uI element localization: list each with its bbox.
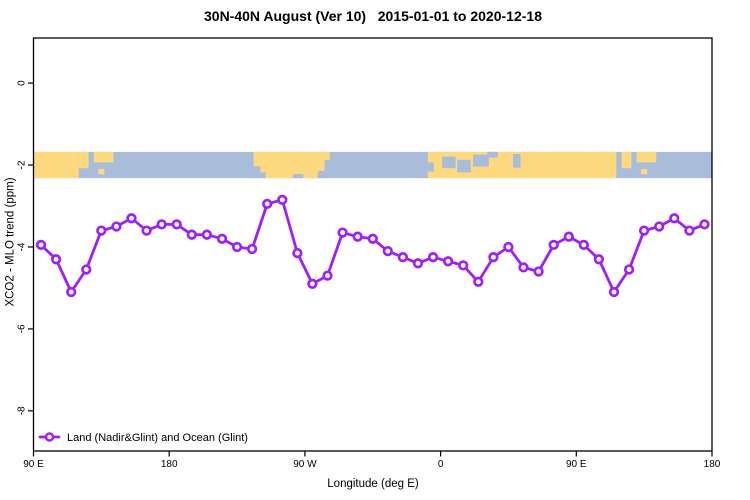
map-band-land [427, 151, 617, 179]
data-point [638, 225, 650, 236]
data-point [96, 225, 107, 236]
map-band-land [641, 168, 648, 175]
data-point [397, 252, 409, 263]
data-point [593, 254, 605, 265]
data-point [442, 256, 454, 267]
data-point [50, 254, 62, 265]
y-tick-label: -6 [17, 324, 28, 333]
data-point [126, 213, 137, 224]
data-point [367, 233, 378, 244]
data-point [186, 229, 197, 240]
data-point [669, 213, 680, 224]
data-point [623, 264, 635, 275]
map-band-land [324, 151, 330, 160]
map-band-ocean-patch [253, 166, 261, 179]
y-tick-label: -4 [17, 242, 28, 251]
data-point [35, 239, 47, 251]
map-band-land [78, 151, 89, 169]
map-band-ocean-patch [427, 162, 434, 172]
map-band-ocean-patch [512, 154, 521, 168]
data-point [322, 270, 333, 281]
data-point [307, 278, 318, 289]
data-point [141, 225, 152, 236]
legend: Land (Nadir&Glint) and Ocean (Glint) [38, 432, 248, 444]
map-band-ocean-patch [292, 174, 304, 179]
map-band-ocean-patch [317, 170, 325, 179]
data-point [699, 219, 710, 230]
map-band-ocean-patch [442, 156, 456, 169]
data-point [156, 219, 167, 230]
data-point [518, 262, 529, 273]
data-point [578, 239, 589, 251]
data-point [231, 241, 243, 253]
map-band-land [98, 168, 105, 175]
data-point [473, 276, 484, 287]
trend-line [39, 198, 706, 294]
data-point [488, 252, 499, 263]
legend-marker-icon [44, 432, 55, 442]
map-band-land [621, 151, 632, 169]
map-band-ocean-patch [260, 172, 266, 179]
data-point [684, 225, 695, 236]
data-point [292, 247, 303, 259]
x-tick-label: 180 [704, 459, 721, 470]
data-point [201, 229, 213, 240]
x-tick-label: 90 E [566, 459, 587, 470]
data-point [548, 239, 559, 251]
data-point [111, 221, 122, 232]
map-band-land [93, 151, 114, 163]
y-axis-title: XCO2 - MLO trend (ppm) [5, 177, 17, 306]
data-point [246, 243, 258, 255]
map-band-land [33, 151, 79, 179]
y-tick-label: 0 [17, 80, 28, 86]
chart-title: 30N-40N August (Ver 10) 2015-01-01 to 20… [204, 8, 542, 24]
data-point [171, 219, 182, 230]
x-tick-label: 0 [438, 459, 444, 470]
x-tick-label: 180 [161, 459, 178, 470]
y-tick-label: -2 [17, 160, 28, 169]
y-tick-label: -8 [17, 406, 28, 415]
data-point [427, 252, 439, 263]
map-band-ocean-patch [487, 151, 498, 158]
data-point [337, 227, 348, 238]
data-point [262, 198, 273, 210]
data-point [382, 245, 393, 257]
plot-layers: 90 E 180 90 W 0 90 E 180 0 -2 -4 -6 -8 [17, 37, 721, 470]
data-point [533, 266, 544, 277]
data-point [216, 233, 228, 244]
legend-label: Land (Nadir&Glint) and Ocean (Glint) [67, 432, 248, 444]
data-point [503, 241, 514, 253]
data-point [458, 260, 469, 271]
data-point [412, 258, 424, 269]
map-band-ocean-patch [473, 154, 489, 167]
data-point [81, 264, 92, 275]
data-point [563, 231, 574, 242]
map-band-land [636, 151, 657, 163]
x-tick-label: 90 W [293, 459, 317, 470]
data-point [66, 286, 77, 298]
data-point [608, 286, 620, 298]
x-tick-label: 90 E [23, 459, 44, 470]
data-point [277, 194, 288, 205]
x-axis-title: Longitude (deg E) [327, 478, 419, 490]
data-point [352, 231, 363, 242]
map-band-ocean-patch [457, 159, 471, 173]
data-point [654, 221, 665, 232]
plot-border [32, 37, 713, 452]
